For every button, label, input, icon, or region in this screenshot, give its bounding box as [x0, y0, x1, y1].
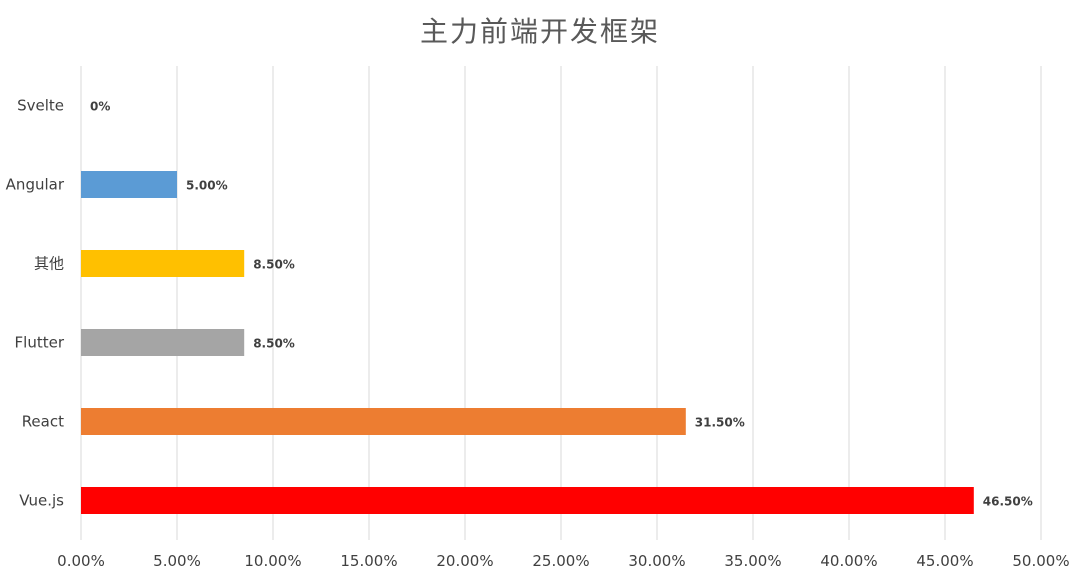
x-tick-label: 35.00%	[724, 552, 781, 570]
bar	[81, 171, 177, 198]
x-tick-label: 25.00%	[532, 552, 589, 570]
bar	[81, 487, 974, 514]
gridlines	[80, 66, 1042, 540]
data-label: 8.50%	[253, 258, 295, 272]
x-tick-label: 5.00%	[153, 552, 201, 570]
category-label: Svelte	[17, 97, 64, 115]
data-label: 46.50%	[983, 495, 1033, 509]
bar	[81, 329, 245, 356]
category-label: Flutter	[15, 334, 65, 352]
data-label: 8.50%	[253, 337, 295, 351]
x-tick-label: 10.00%	[244, 552, 301, 570]
category-label: Vue.js	[19, 492, 64, 510]
bar	[81, 408, 686, 435]
labels: 0.00% 5.00% 10.00% 15.00% 20.00% 25.00% 30.00%…	[6, 97, 1070, 571]
data-label: 0%	[90, 100, 110, 114]
chart-title: 主力前端开发框架	[419, 15, 660, 48]
category-label: Angular	[6, 176, 65, 194]
x-tick-label: 15.00%	[340, 552, 397, 570]
bars	[81, 171, 974, 514]
category-label: 其他	[34, 255, 64, 273]
data-label: 5.00%	[186, 179, 228, 193]
data-label: 31.50%	[695, 416, 745, 430]
bar	[81, 250, 245, 277]
category-label: React	[22, 413, 64, 431]
x-tick-label: 0.00%	[57, 552, 105, 570]
x-tick-label: 45.00%	[916, 552, 973, 570]
x-tick-label: 40.00%	[820, 552, 877, 570]
x-tick-label: 50.00%	[1012, 552, 1069, 570]
x-tick-label: 20.00%	[436, 552, 493, 570]
x-tick-label: 30.00%	[628, 552, 685, 570]
